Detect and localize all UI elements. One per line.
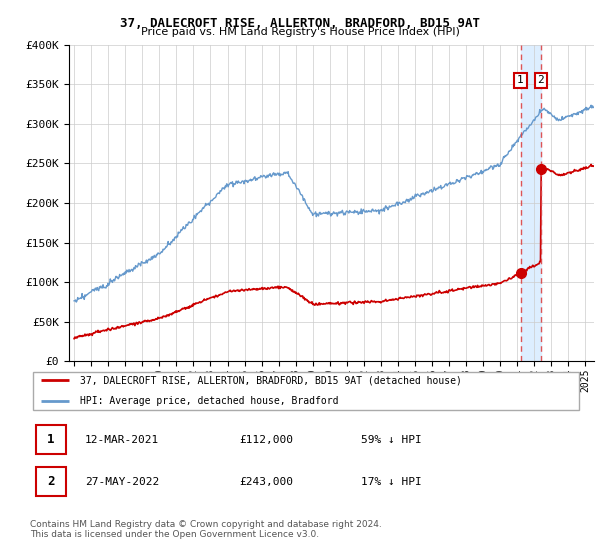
Text: 2: 2 xyxy=(538,76,544,85)
Text: Price paid vs. HM Land Registry's House Price Index (HPI): Price paid vs. HM Land Registry's House … xyxy=(140,27,460,37)
Text: HPI: Average price, detached house, Bradford: HPI: Average price, detached house, Brad… xyxy=(80,396,338,406)
FancyBboxPatch shape xyxy=(35,425,66,454)
Text: 1: 1 xyxy=(47,433,55,446)
FancyBboxPatch shape xyxy=(33,372,579,409)
Text: 37, DALECROFT RISE, ALLERTON, BRADFORD, BD15 9AT: 37, DALECROFT RISE, ALLERTON, BRADFORD, … xyxy=(120,17,480,30)
Text: £112,000: £112,000 xyxy=(240,435,294,445)
Bar xyxy=(521,45,541,361)
Text: 17% ↓ HPI: 17% ↓ HPI xyxy=(361,477,422,487)
Text: 1: 1 xyxy=(517,76,524,85)
Text: Contains HM Land Registry data © Crown copyright and database right 2024.
This d: Contains HM Land Registry data © Crown c… xyxy=(30,520,382,539)
Text: £243,000: £243,000 xyxy=(240,477,294,487)
FancyBboxPatch shape xyxy=(35,468,66,496)
Text: 12-MAR-2021: 12-MAR-2021 xyxy=(85,435,160,445)
Text: 37, DALECROFT RISE, ALLERTON, BRADFORD, BD15 9AT (detached house): 37, DALECROFT RISE, ALLERTON, BRADFORD, … xyxy=(80,375,461,385)
Text: 2: 2 xyxy=(47,475,55,488)
Text: 59% ↓ HPI: 59% ↓ HPI xyxy=(361,435,422,445)
Text: 27-MAY-2022: 27-MAY-2022 xyxy=(85,477,160,487)
